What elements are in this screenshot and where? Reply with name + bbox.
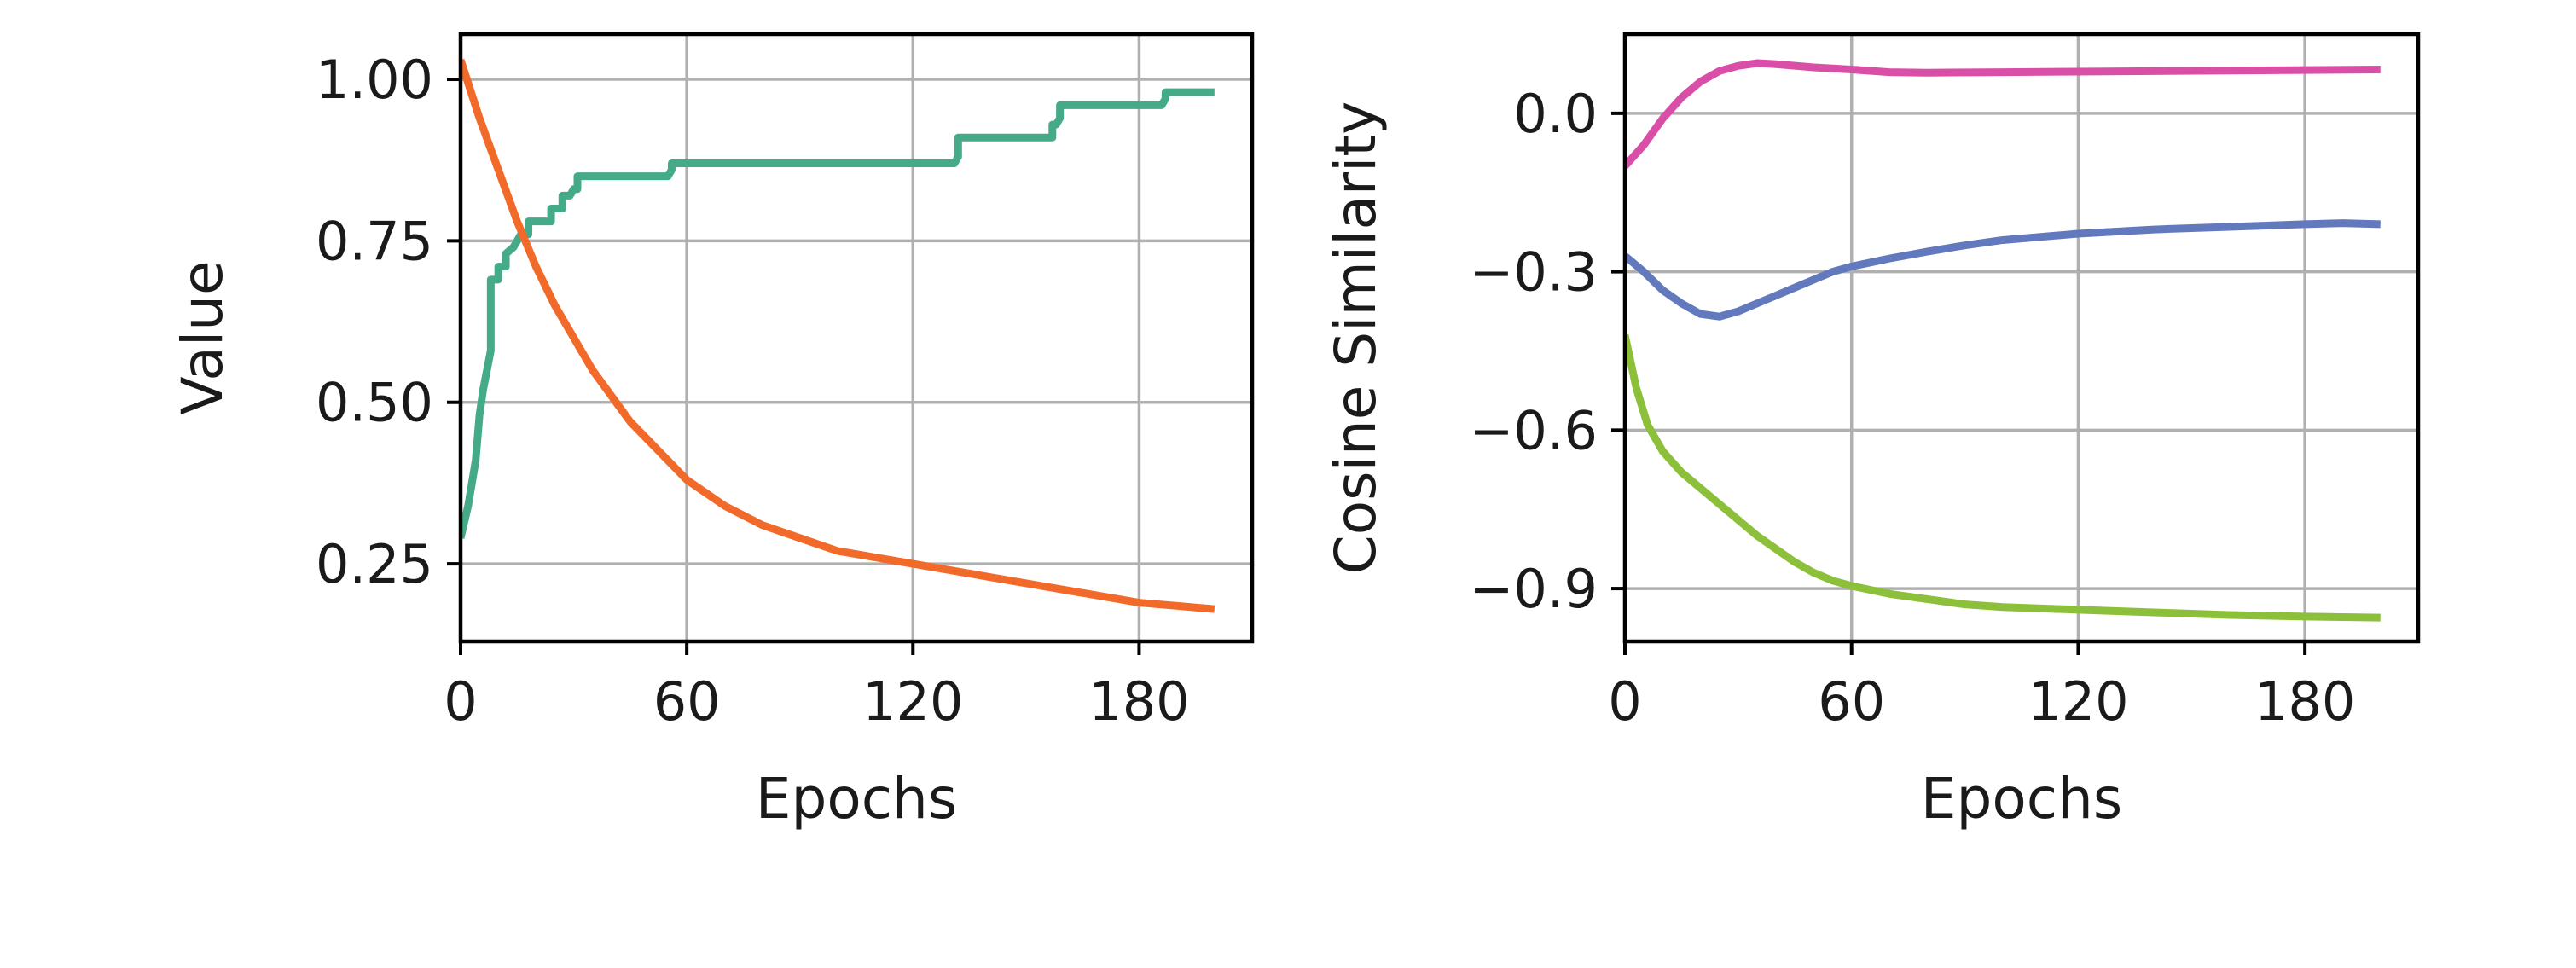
x-axis-label: Epochs [1921, 766, 2122, 832]
y-axis-label: Cosine Similarity [1323, 101, 1389, 575]
series-line-blue [1625, 219, 2381, 321]
series-line-loss [461, 58, 1215, 613]
series-line-green [1625, 333, 2381, 622]
axes-frame [458, 32, 1255, 644]
series-line-pink [1625, 59, 2381, 169]
y-tick-label: 0.75 [316, 210, 433, 272]
y-axis-label: Value [170, 260, 235, 414]
x-tick-label: 120 [2028, 670, 2128, 733]
chart-panel-2: 0 60 120 180 0.0 −0.3 −0.6 −0.9 Epochs Cosine Sim… [1323, 32, 2421, 832]
x-tick-label: 120 [862, 670, 963, 733]
y-tick-label: −0.3 [1469, 241, 1598, 304]
chart-panel-1: 0 60 120 180 0.25 0.50 0.75 1.00 Epochs Value [170, 32, 1255, 832]
x-axis-label: Epochs [756, 766, 957, 832]
x-tick-label: 180 [2254, 670, 2355, 733]
y-tick-label: −0.6 [1469, 399, 1598, 461]
y-tick-label: 0.50 [316, 372, 433, 434]
axes-frame [1622, 32, 2421, 644]
x-tick-label: 60 [1818, 670, 1885, 733]
x-tick-label: 0 [1608, 670, 1641, 733]
x-tick-label: 0 [444, 670, 477, 733]
y-tick-label: 0.25 [316, 533, 433, 595]
y-tick-label: −0.9 [1469, 558, 1598, 620]
x-tick-label: 60 [653, 670, 721, 733]
series-line-accuracy [461, 88, 1215, 539]
y-tick-label: 0.0 [1513, 83, 1598, 145]
y-tick-label: 1.00 [316, 49, 433, 111]
x-tick-label: 180 [1088, 670, 1189, 733]
